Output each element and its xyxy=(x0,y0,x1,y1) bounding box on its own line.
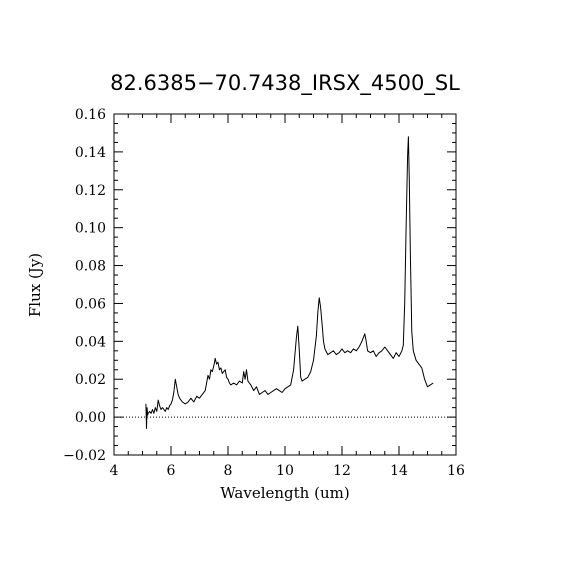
y-tick-label: 0.10 xyxy=(75,221,106,237)
x-tick-label: 14 xyxy=(390,463,408,479)
x-tick-label: 4 xyxy=(110,463,119,479)
y-tick-label: 0.14 xyxy=(75,145,106,161)
y-tick-label: −0.02 xyxy=(63,448,106,464)
chart-title: 82.6385−70.7438_IRSX_4500_SL xyxy=(110,71,460,96)
y-tick-label: 0.08 xyxy=(75,259,106,275)
x-axis-label: Wavelength (um) xyxy=(220,484,349,502)
x-tick-label: 12 xyxy=(333,463,351,479)
y-tick-label: 0.04 xyxy=(75,334,106,350)
y-tick-label: 0.16 xyxy=(75,107,106,123)
y-axis-label: Flux (Jy) xyxy=(26,253,44,317)
spectrum-line xyxy=(145,136,434,429)
x-tick-labels: 4 6 8 10 12 14 16 xyxy=(110,463,465,479)
x-tick-label: 8 xyxy=(224,463,233,479)
x-tick-label: 16 xyxy=(447,463,465,479)
y-tick-labels: −0.02 0.00 0.02 0.04 0.06 0.08 0.10 0.12 0.14 0.1… xyxy=(63,107,106,464)
y-tick-label: 0.00 xyxy=(75,410,106,426)
y-tick-label: 0.06 xyxy=(75,296,106,312)
y-tick-label: 0.12 xyxy=(75,183,106,199)
x-tick-label: 6 xyxy=(167,463,176,479)
plot-frame xyxy=(113,113,457,456)
x-tick-label: 10 xyxy=(276,463,294,479)
y-tick-label: 0.02 xyxy=(75,372,106,388)
